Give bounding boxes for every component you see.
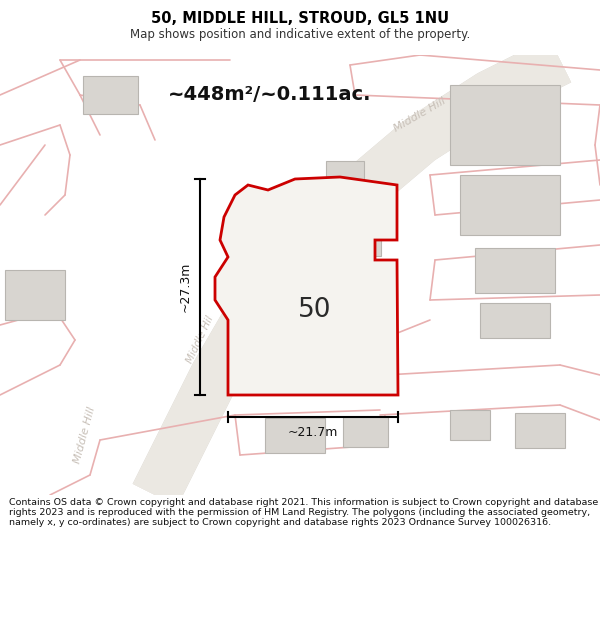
Text: ~21.7m: ~21.7m: [288, 426, 338, 439]
Text: Middle Hil: Middle Hil: [185, 315, 215, 365]
Polygon shape: [450, 410, 490, 440]
Text: Contains OS data © Crown copyright and database right 2021. This information is : Contains OS data © Crown copyright and d…: [9, 498, 598, 528]
Text: 50, MIDDLE HILL, STROUD, GL5 1NU: 50, MIDDLE HILL, STROUD, GL5 1NU: [151, 11, 449, 26]
Polygon shape: [450, 85, 560, 165]
Text: Middle Hill: Middle Hill: [73, 406, 97, 464]
Polygon shape: [515, 412, 565, 447]
Polygon shape: [265, 418, 325, 452]
Text: ~27.3m: ~27.3m: [179, 262, 191, 312]
Polygon shape: [326, 161, 364, 209]
Text: Middle Hill: Middle Hill: [392, 96, 448, 134]
Polygon shape: [343, 417, 388, 447]
Polygon shape: [339, 224, 381, 256]
Polygon shape: [480, 302, 550, 338]
Polygon shape: [83, 76, 137, 114]
Text: ~448m²/~0.111ac.: ~448m²/~0.111ac.: [168, 86, 372, 104]
Polygon shape: [475, 248, 555, 292]
Text: Map shows position and indicative extent of the property.: Map shows position and indicative extent…: [130, 28, 470, 41]
Polygon shape: [215, 177, 398, 395]
Polygon shape: [5, 270, 65, 320]
Text: 50: 50: [298, 297, 332, 323]
Polygon shape: [460, 175, 560, 235]
